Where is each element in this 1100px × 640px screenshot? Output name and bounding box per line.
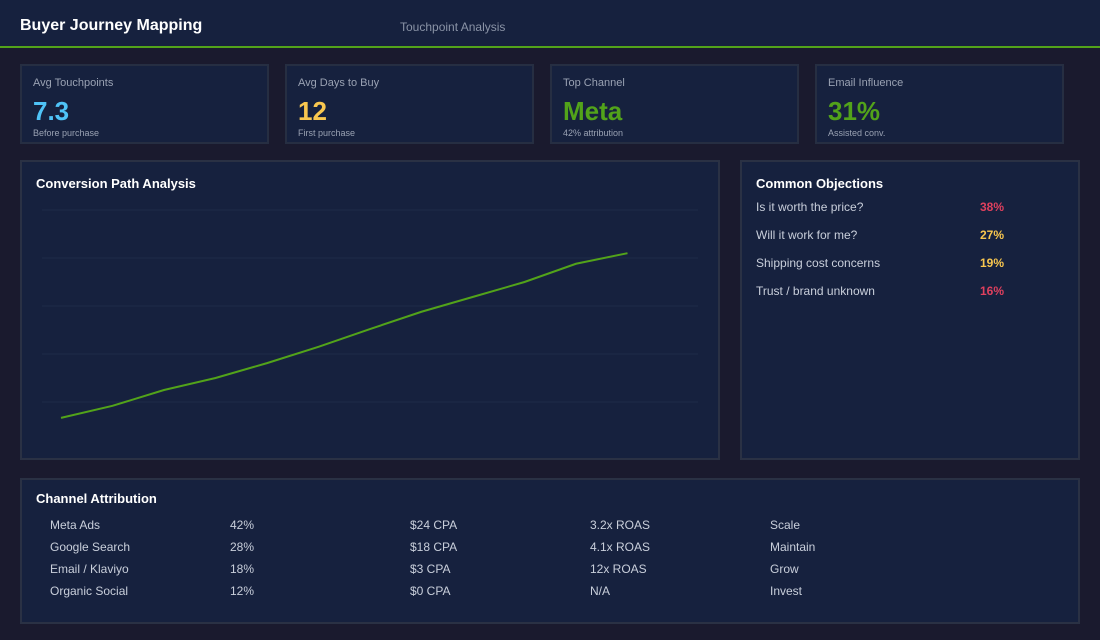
kpi-value: Meta	[563, 96, 623, 126]
attribution-cell: $24 CPA	[410, 518, 458, 532]
attribution-cell: $3 CPA	[410, 562, 451, 576]
chart-title: Conversion Path Analysis	[36, 176, 196, 191]
kpi-value: 7.3	[33, 96, 70, 126]
page-subtitle: Touchpoint Analysis	[400, 20, 506, 34]
objection-value: 16%	[980, 284, 1005, 298]
objection-value: 19%	[980, 256, 1005, 270]
kpi-card: Top Channel Meta 42% attribution	[550, 64, 799, 144]
kpi-label: Email Influence	[828, 77, 904, 89]
kpi-label: Top Channel	[563, 77, 625, 89]
attribution-title: Channel Attribution	[36, 491, 157, 506]
attribution-cell: Meta Ads	[50, 518, 101, 532]
kpi-subtext: 42% attribution	[563, 128, 624, 138]
kpi-label: Avg Days to Buy	[298, 77, 380, 89]
kpi-value: 31%	[828, 96, 881, 126]
objections-title: Common Objections	[756, 176, 884, 191]
app-title: Buyer Journey Mapping	[20, 17, 203, 34]
conversion-path-chart	[42, 209, 698, 419]
kpi-card: Avg Touchpoints 7.3 Before purchase	[20, 64, 269, 144]
kpi-card: Avg Days to Buy 12 First purchase	[285, 64, 534, 144]
attribution-cell: Email / Klaviyo	[50, 562, 129, 576]
conversion-path-panel: Conversion Path Analysis	[20, 160, 720, 460]
series-line	[60, 252, 628, 419]
attribution-cell: 3.2x ROAS	[590, 518, 651, 532]
attribution-cell: 28%	[230, 540, 255, 554]
attribution-cell: 4.1x ROAS	[590, 540, 651, 554]
attribution-cell: 12%	[230, 584, 255, 598]
objection-value: 38%	[980, 200, 1005, 214]
kpi-subtext: First purchase	[298, 128, 356, 138]
objection-label: Will it work for me?	[756, 228, 858, 242]
attribution-cell: 12x ROAS	[590, 562, 647, 576]
attribution-cell: Grow	[770, 562, 799, 576]
objections-panel: Common Objections Is it worth the price?…	[740, 160, 1080, 460]
attribution-cell: Scale	[770, 518, 801, 532]
objection-value: 27%	[980, 228, 1005, 242]
objection-label: Is it worth the price?	[756, 200, 864, 214]
kpi-card: Email Influence 31% Assisted conv.	[815, 64, 1064, 144]
objection-label: Trust / brand unknown	[756, 284, 875, 298]
attribution-cell: $18 CPA	[410, 540, 458, 554]
header: Buyer Journey Mapping Touchpoint Analysi…	[0, 0, 1100, 48]
kpi-value: 12	[298, 96, 327, 126]
kpi-subtext: Before purchase	[33, 128, 100, 138]
channel-attribution-panel: Channel Attribution Meta Ads 42% $24 CPA 3.…	[20, 478, 1080, 624]
attribution-cell: 42%	[230, 518, 255, 532]
kpi-subtext: Assisted conv.	[828, 128, 886, 138]
attribution-cell: N/A	[590, 584, 611, 598]
attribution-cell: 18%	[230, 562, 255, 576]
attribution-cell: Google Search	[50, 540, 131, 554]
attribution-cell: Organic Social	[50, 584, 129, 598]
kpi-label: Avg Touchpoints	[33, 77, 114, 89]
attribution-cell: $0 CPA	[410, 584, 451, 598]
objection-label: Shipping cost concerns	[756, 256, 881, 270]
attribution-cell: Invest	[770, 584, 803, 598]
attribution-cell: Maintain	[770, 540, 816, 554]
